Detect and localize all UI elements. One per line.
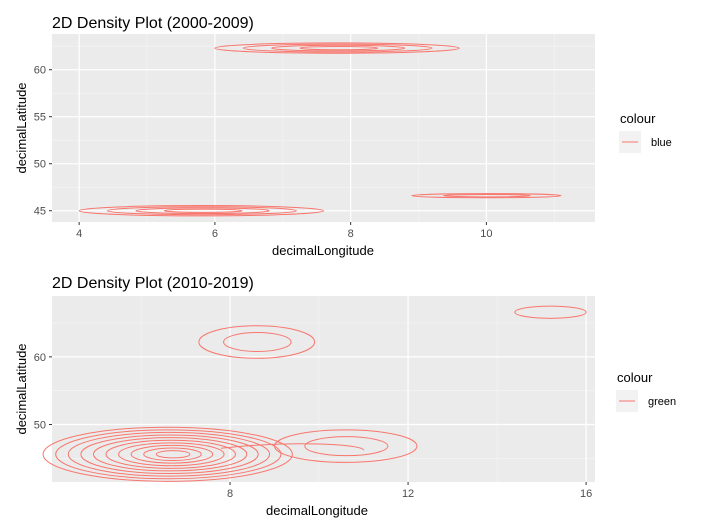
density-contour-line [411, 193, 562, 199]
y-axis: 50 60 [34, 352, 52, 432]
density-contour-line [514, 305, 587, 319]
plot-panel [52, 34, 595, 222]
x-tick-label: 8 [348, 228, 354, 240]
density-contour-line [118, 442, 225, 467]
density-contour-line [92, 437, 248, 472]
density-contour-line [198, 325, 316, 359]
density-contour-line [55, 429, 282, 480]
density-contour-line [271, 44, 406, 52]
legend: colour green [616, 370, 676, 412]
x-axis: 8 12 16 [227, 482, 592, 500]
x-tick-label: 4 [76, 228, 82, 240]
x-axis-title: decimalLongitude [272, 243, 374, 258]
density-contour-line [80, 434, 259, 475]
y-tick-label: 55 [34, 112, 46, 124]
y-tick-label: 45 [34, 206, 46, 218]
gridlines [52, 34, 595, 222]
density-contour-line [274, 429, 418, 463]
density-contour-line [67, 431, 271, 477]
y-axis-title: decimalLatitude [14, 82, 29, 173]
plot-2000-2009: 2D Density Plot (2000-2009) 4 6 8 10 45 50 55… [14, 15, 672, 258]
density-contour-line [304, 436, 389, 457]
density-contour-line [299, 45, 379, 51]
density-contours [42, 305, 587, 482]
density-contour-line [42, 426, 293, 482]
y-axis: 45 50 55 60 [34, 65, 52, 218]
density-contour-line [242, 43, 433, 53]
y-tick-label: 50 [34, 420, 46, 432]
legend: colour blue [619, 111, 672, 153]
gridlines [52, 296, 595, 482]
y-axis-title: decimalLatitude [14, 343, 29, 434]
density-contour-line [135, 207, 270, 215]
y-tick-label: 60 [34, 65, 46, 77]
density-contour-line [107, 206, 297, 216]
legend-title: colour [617, 370, 653, 385]
density-contour-line [143, 447, 202, 462]
y-tick-label: 50 [34, 159, 46, 171]
density-contour-line [105, 439, 236, 469]
density-contour-line [78, 205, 324, 217]
x-tick-label: 12 [402, 488, 414, 500]
x-tick-label: 8 [227, 488, 233, 500]
x-tick-label: 10 [480, 228, 492, 240]
density-contour-line [214, 42, 460, 54]
x-axis: 4 6 8 10 [76, 222, 493, 240]
y-tick-label: 60 [34, 352, 46, 364]
x-tick-label: 6 [212, 228, 218, 240]
density-contour-line [223, 332, 292, 352]
chart-title: 2D Density Plot (2010-2019) [52, 275, 254, 292]
density-contour-line [163, 208, 243, 213]
plot-panel [52, 296, 595, 482]
chart-title: 2D Density Plot (2000-2009) [52, 15, 254, 32]
legend-title: colour [620, 111, 656, 126]
plot-2010-2019: 2D Density Plot (2010-2019) 8 12 16 50 60 d… [14, 275, 676, 518]
density-contour-line [130, 444, 214, 464]
density-contour-line [221, 443, 365, 451]
x-tick-label: 16 [580, 488, 592, 500]
legend-label: green [648, 396, 676, 408]
density-contour-line [442, 193, 532, 198]
legend-label: blue [651, 137, 672, 149]
x-axis-title: decimalLongitude [266, 503, 368, 518]
density-contour-line [155, 450, 191, 459]
density-contours [78, 42, 562, 217]
